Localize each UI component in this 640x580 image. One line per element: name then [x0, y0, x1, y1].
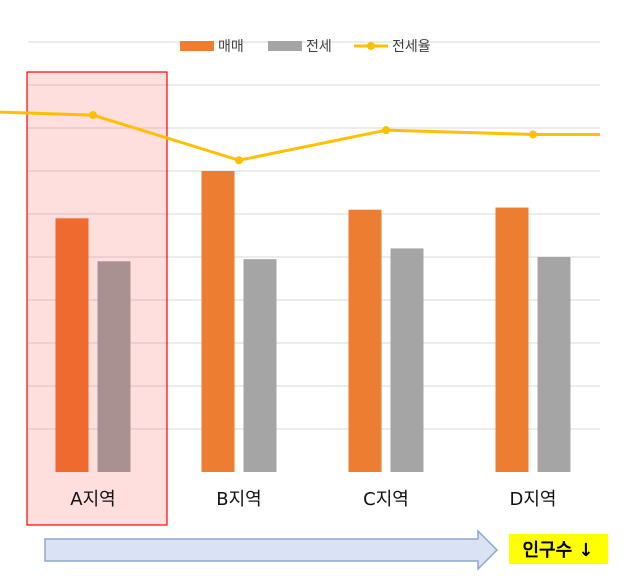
line-point-3	[529, 130, 537, 139]
annotation: 인구수 ↓	[44, 529, 608, 571]
line-point-0	[89, 111, 97, 120]
line-series	[0, 110, 600, 165]
bar-sale-3	[495, 207, 529, 473]
line-point-2	[382, 126, 390, 135]
annotation-text: 인구수 ↓	[522, 540, 593, 561]
legend-label: 전세	[306, 39, 332, 55]
bar-sale-1	[201, 171, 235, 472]
category-label: D지역	[510, 489, 557, 510]
legend-swatch	[180, 41, 214, 51]
legend-label: 전세율	[392, 39, 431, 55]
bar-jeonse-0	[97, 261, 131, 472]
bars	[55, 171, 571, 473]
population-arrow	[44, 529, 499, 571]
line-path	[0, 110, 600, 162]
legend-swatch	[268, 41, 302, 51]
legend-label: 매매	[218, 39, 244, 55]
line-point-1	[235, 156, 243, 165]
bar-jeonse-2	[390, 248, 424, 472]
bar-sale-2	[348, 209, 382, 472]
highlight-box	[26, 71, 168, 526]
bar-jeonse-3	[537, 257, 571, 472]
category-label: B지역	[216, 489, 261, 510]
bar-sale-0	[55, 218, 89, 472]
legend: 매매 전세 전세율	[180, 39, 431, 55]
category-label: C지역	[363, 489, 409, 510]
legend-marker	[367, 42, 375, 50]
category-labels: A지역 B지역 C지역 D지역	[70, 489, 556, 510]
annotation-highlight	[509, 534, 608, 564]
bar-jeonse-1	[243, 259, 277, 472]
category-label: A지역	[70, 489, 115, 510]
